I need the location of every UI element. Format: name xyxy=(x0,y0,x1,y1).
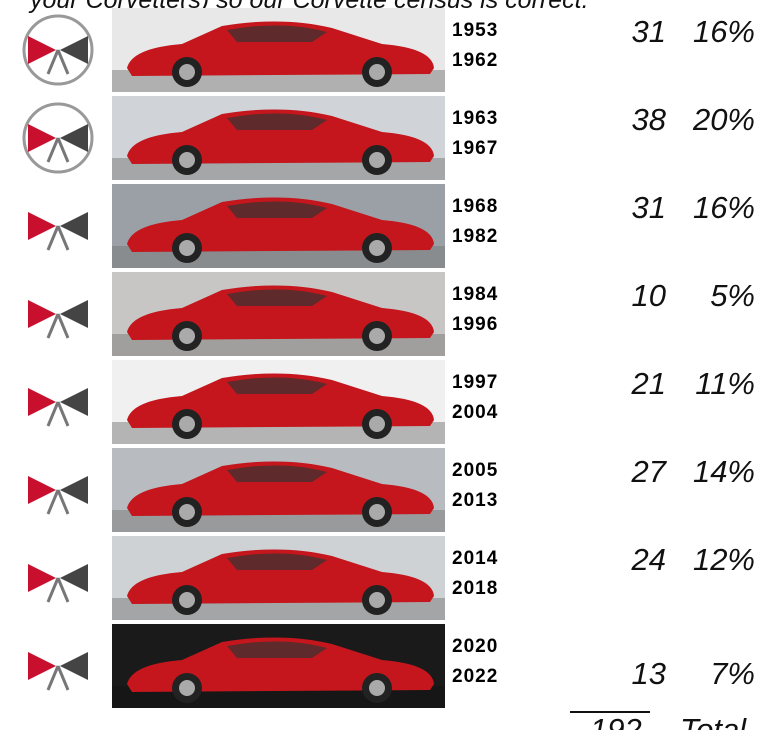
logo xyxy=(8,540,108,616)
end-year: 1982 xyxy=(452,226,498,248)
start-year: 2014 xyxy=(452,548,498,570)
logo xyxy=(8,12,108,88)
row: 2020 2022 13 7% xyxy=(0,622,761,710)
start-year: 1968 xyxy=(452,196,498,218)
row: 1984 1996 10 5% xyxy=(0,270,761,358)
row: 1997 2004 21 11% xyxy=(0,358,761,446)
end-year: 1967 xyxy=(452,138,498,160)
start-year: 2005 xyxy=(452,460,498,482)
car-photo xyxy=(112,96,445,180)
start-year: 1984 xyxy=(452,284,498,306)
logo xyxy=(8,276,108,352)
row: 2005 2013 27 14% xyxy=(0,446,761,534)
car-photo xyxy=(112,184,445,268)
count: 31 xyxy=(632,14,666,50)
start-year: 1963 xyxy=(452,108,498,130)
start-year: 1997 xyxy=(452,372,498,394)
count: 10 xyxy=(632,278,666,314)
page: {"note": "your Corvette(s) so our Corvet… xyxy=(0,0,761,730)
logo xyxy=(8,100,108,176)
car-photo xyxy=(112,448,445,532)
logo xyxy=(8,452,108,528)
count: 13 xyxy=(632,656,666,692)
logo xyxy=(8,364,108,440)
car-photo xyxy=(112,624,445,708)
count: 27 xyxy=(632,454,666,490)
percent: 20% xyxy=(693,102,755,138)
percent: 11% xyxy=(695,366,755,402)
total-label: Total xyxy=(680,712,746,730)
car-photo xyxy=(112,360,445,444)
count: 38 xyxy=(632,102,666,138)
car-photo xyxy=(112,536,445,620)
percent: 14% xyxy=(693,454,755,490)
car-photo xyxy=(112,8,445,92)
end-year: 2004 xyxy=(452,402,498,424)
total-count: 192 xyxy=(590,712,642,730)
percent: 7% xyxy=(710,656,755,692)
end-year: 1996 xyxy=(452,314,498,336)
count: 31 xyxy=(632,190,666,226)
census-table: your Corvette(s) so our Corvette census … xyxy=(0,0,761,730)
row: 1963 1967 38 20% xyxy=(0,94,761,182)
row: 1953 1962 31 16% xyxy=(0,6,761,94)
end-year: 2022 xyxy=(452,666,498,688)
percent: 12% xyxy=(693,542,755,578)
end-year: 2013 xyxy=(452,490,498,512)
percent: 16% xyxy=(693,14,755,50)
start-year: 1953 xyxy=(452,20,498,42)
row: 1968 1982 31 16% xyxy=(0,182,761,270)
count: 21 xyxy=(632,366,666,402)
start-year: 2020 xyxy=(452,636,498,658)
row: 2014 2018 24 12% xyxy=(0,534,761,622)
end-year: 1962 xyxy=(452,50,498,72)
logo xyxy=(8,188,108,264)
end-year: 2018 xyxy=(452,578,498,600)
percent: 16% xyxy=(693,190,755,226)
count: 24 xyxy=(632,542,666,578)
car-photo xyxy=(112,272,445,356)
percent: 5% xyxy=(710,278,755,314)
logo xyxy=(8,628,108,704)
